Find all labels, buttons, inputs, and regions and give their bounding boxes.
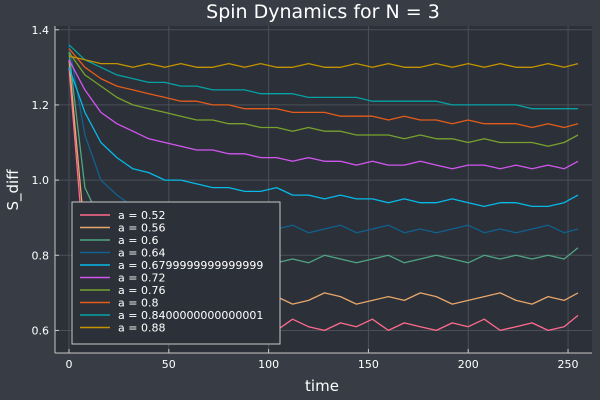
series-line-8 bbox=[68, 48, 579, 129]
x-axis-label: time bbox=[305, 377, 339, 395]
y-tick-label: 0.8 bbox=[32, 249, 50, 262]
x-tick-label: 250 bbox=[558, 358, 579, 371]
series-line-9 bbox=[68, 44, 578, 110]
series-layer bbox=[68, 44, 579, 335]
legend-entry-3: a = 0.6 bbox=[118, 234, 158, 247]
x-tick-label: 200 bbox=[458, 358, 479, 371]
y-tick-label: 1.2 bbox=[32, 99, 50, 112]
legend-box bbox=[71, 201, 281, 345]
y-tick-label: 0.6 bbox=[32, 324, 50, 337]
series-line-7 bbox=[68, 51, 579, 147]
legend-entry-7: a = 0.76 bbox=[118, 284, 165, 297]
legend: a = 0.52a = 0.56a = 0.6a = 0.64a = 0.679… bbox=[71, 201, 281, 345]
y-axis-label: S_diff bbox=[4, 169, 23, 211]
tick-labels: 0 50 100 150 200 250 0.6 0.8 1.0 1.2 1.4 bbox=[32, 24, 579, 371]
chart-title: Spin Dynamics for N = 3 bbox=[206, 1, 440, 23]
axes bbox=[54, 26, 592, 354]
x-tick-label: 50 bbox=[162, 358, 176, 371]
y-tick-label: 1.4 bbox=[32, 24, 50, 37]
legend-entry-10: a = 0.88 bbox=[118, 322, 165, 335]
x-tick-label: 0 bbox=[65, 358, 72, 371]
legend-entry-1: a = 0.52 bbox=[118, 209, 165, 222]
legend-entry-9: a = 0.8400000000000001 bbox=[118, 309, 263, 322]
series-line-6 bbox=[68, 59, 579, 170]
x-tick-label: 100 bbox=[258, 358, 279, 371]
y-tick-label: 1.0 bbox=[32, 174, 50, 187]
legend-entry-5: a = 0.6799999999999999 bbox=[118, 259, 263, 272]
legend-entry-2: a = 0.56 bbox=[118, 222, 165, 235]
legend-entry-4: a = 0.64 bbox=[118, 247, 165, 260]
x-tick-label: 150 bbox=[358, 358, 379, 371]
legend-entry-8: a = 0.8 bbox=[118, 297, 158, 310]
series-line-5 bbox=[68, 67, 579, 208]
legend-entry-6: a = 0.72 bbox=[118, 272, 165, 285]
series-line-10 bbox=[68, 55, 579, 68]
